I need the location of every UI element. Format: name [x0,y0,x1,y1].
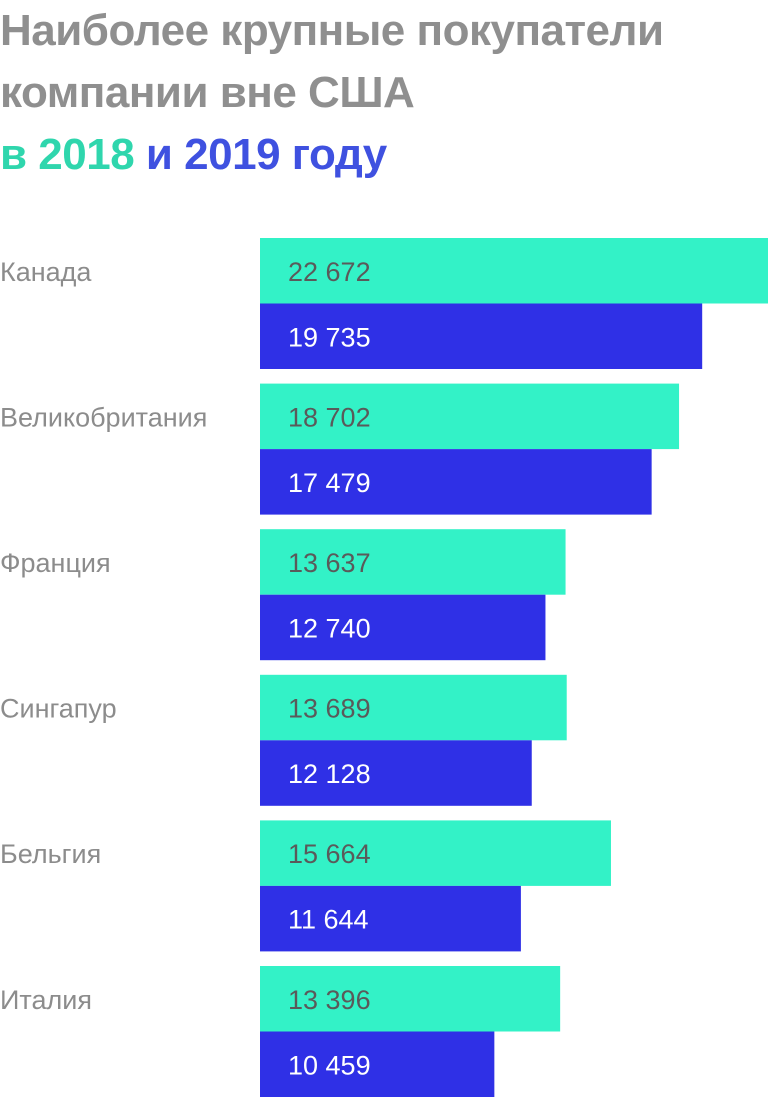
bar-2019 [260,449,652,515]
data-label-2018: 13 637 [288,548,371,578]
category-label: Великобритания [0,402,207,432]
category-label: Канада [0,257,92,287]
title-line-2: компании вне США [0,68,415,117]
data-label-2019: 12 128 [288,759,371,789]
data-label-2018: 13 396 [288,985,371,1015]
title-prefix: в [0,130,39,179]
bar-2019 [260,740,532,806]
data-label-2019: 10 459 [288,1050,371,1080]
bar-2018 [260,966,561,1032]
title-conjunction: и [134,130,185,179]
bar-2019 [260,594,546,661]
bar-2018 [260,238,768,304]
bar-2019 [260,885,521,952]
bar-2018 [260,674,567,741]
title-line-3: в 2018 и 2019 году [0,124,768,186]
category-label: Бельгия [0,839,101,869]
bar-2018 [260,383,680,450]
data-label-2019: 17 479 [288,468,371,498]
title-year-2019: 2019 [184,130,281,179]
title-year-2018: 2018 [38,130,135,179]
data-label-2018: 15 664 [288,839,371,869]
data-label-2018: 18 702 [288,402,371,432]
data-label-2018: 13 689 [288,694,371,724]
bar-2018 [260,529,566,595]
category-label: Франция [0,548,111,578]
category-label: Италия [0,985,92,1015]
data-label-2018: 22 672 [288,257,371,287]
title-suffix: году [280,130,387,179]
category-label: Сингапур [0,694,117,724]
data-label-2019: 11 644 [288,905,369,935]
bar-2019 [260,1031,495,1097]
title-line-1: Наиболее крупные покупатели [0,6,664,55]
data-label-2019: 12 740 [288,613,371,643]
bar-2018 [260,820,611,886]
bar-2019 [260,303,703,369]
chart-title: Наиболее крупные покупатели компании вне… [0,0,768,186]
data-label-2019: 19 735 [288,322,371,352]
